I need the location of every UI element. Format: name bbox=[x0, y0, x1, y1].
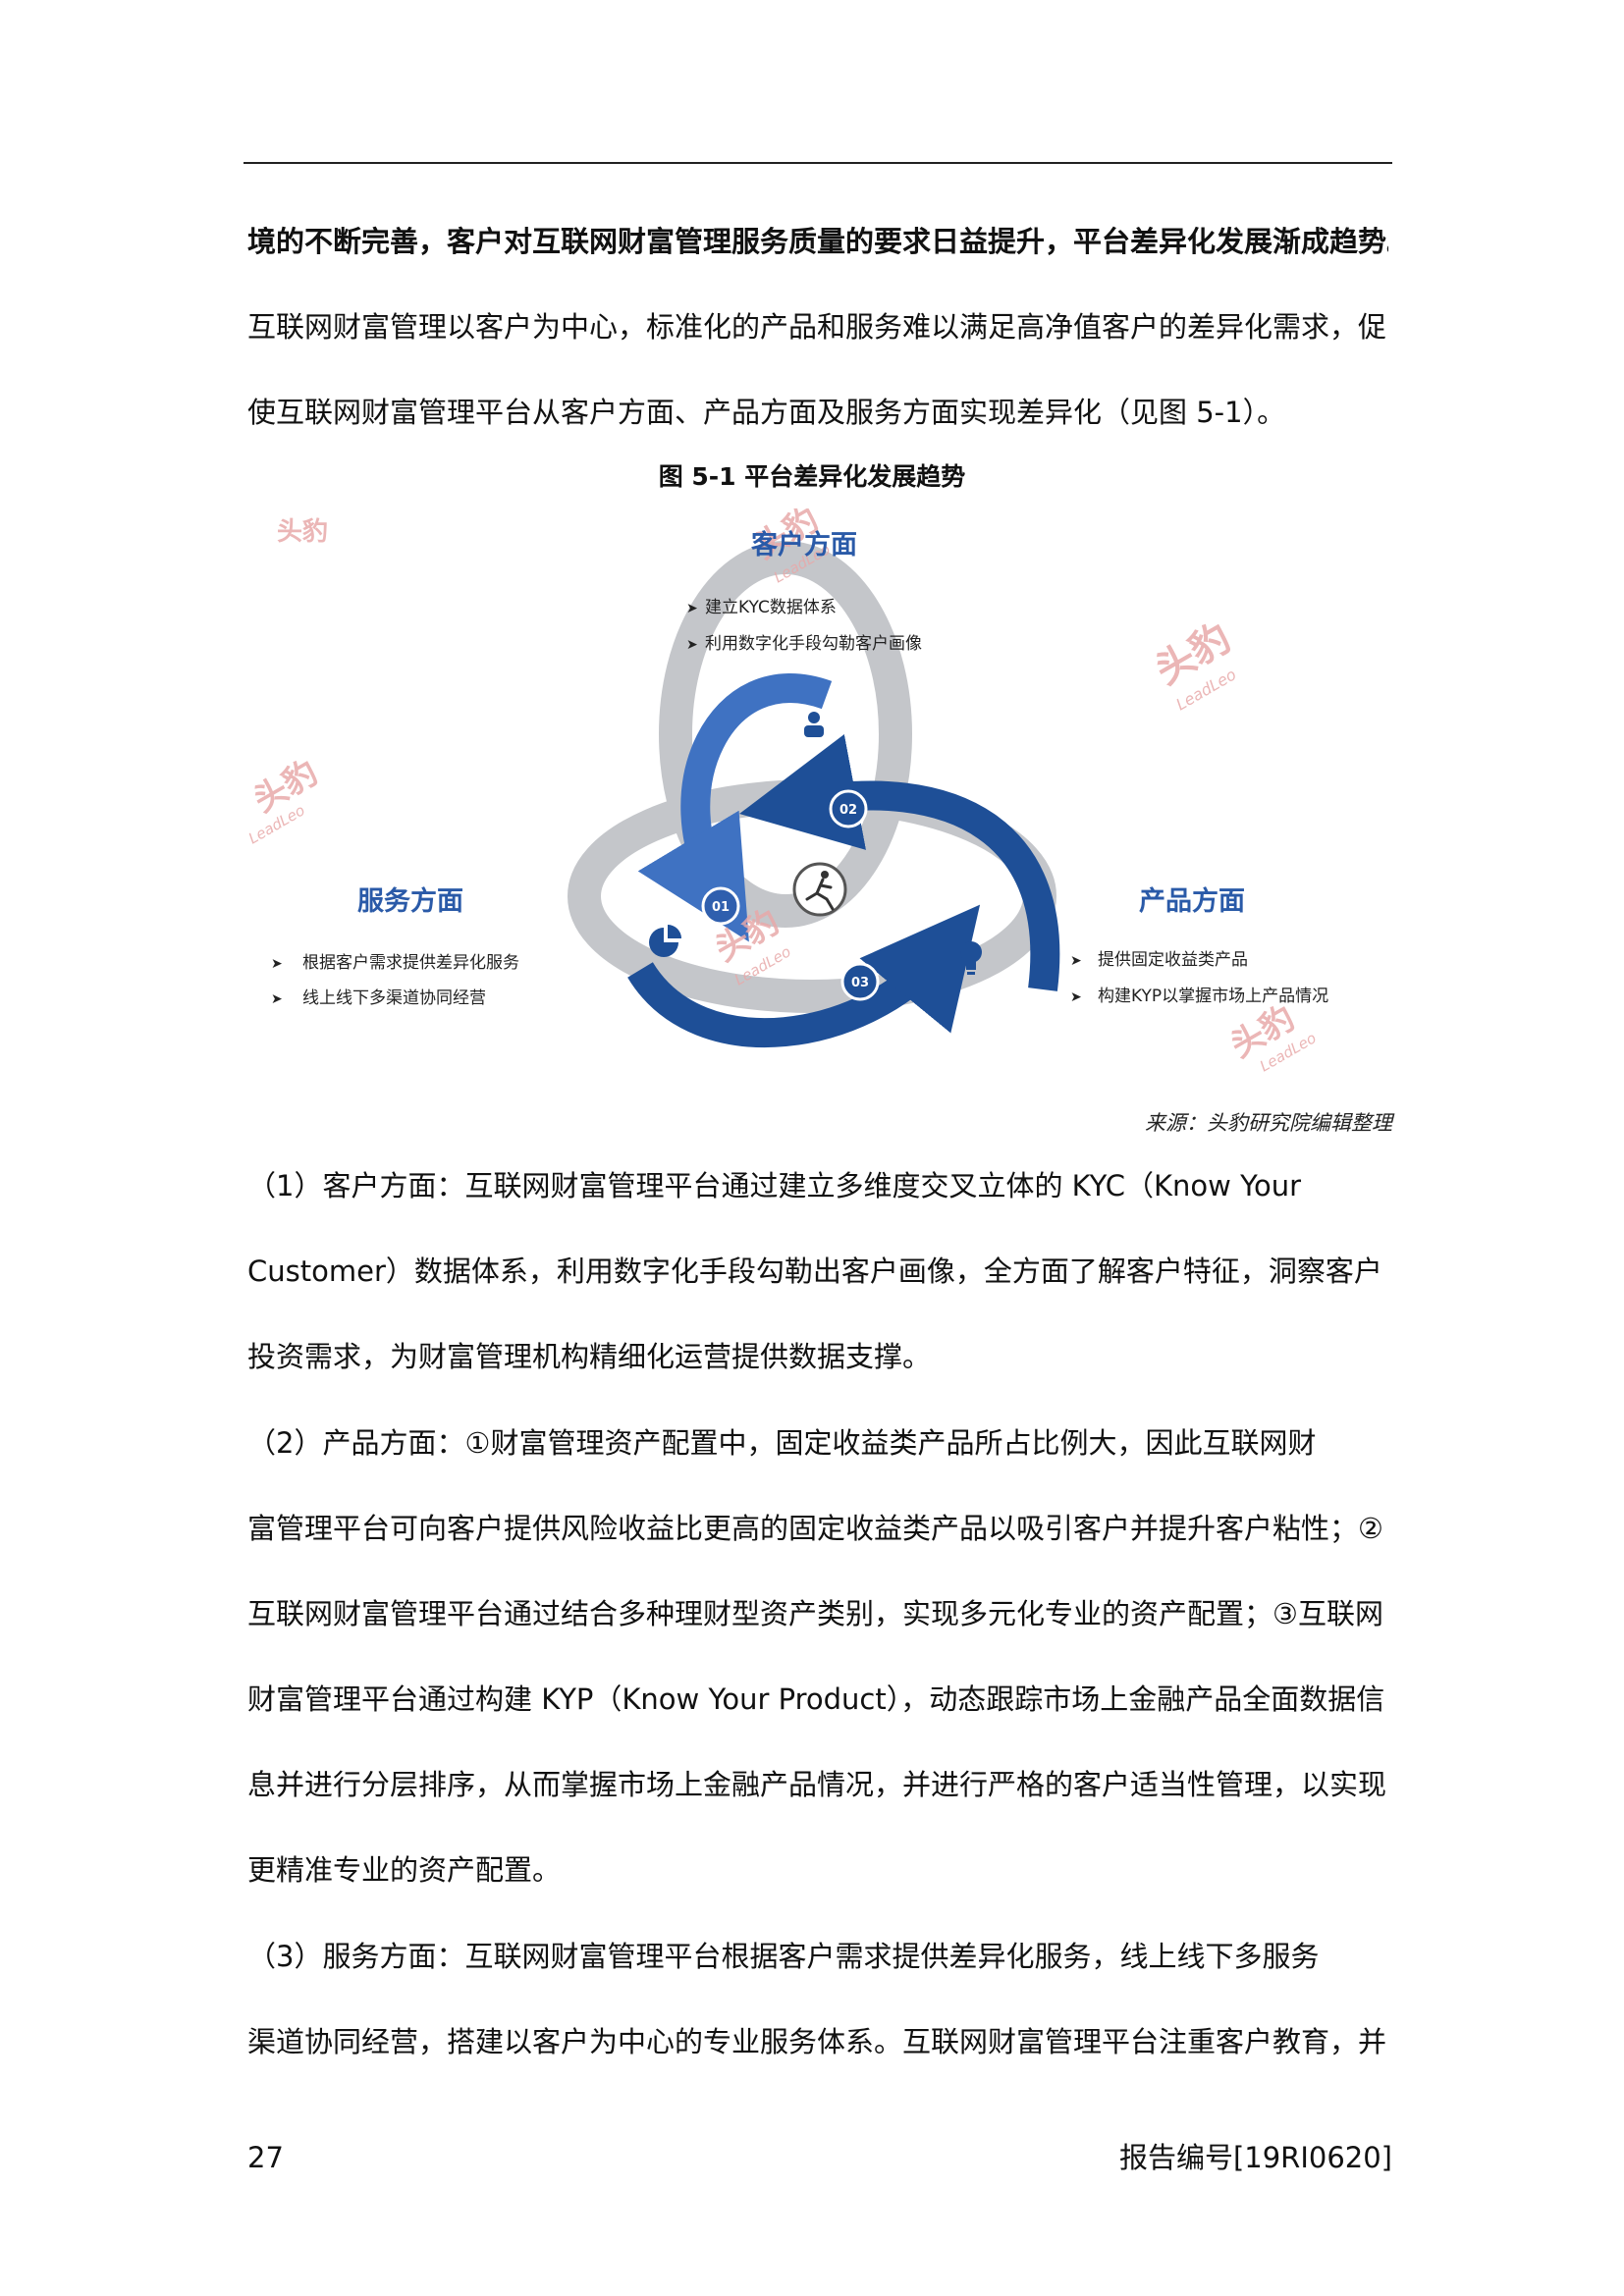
product-bullet-arrow-2: ➤ bbox=[1070, 989, 1082, 1005]
report-number: 报告编号[19RI0620] bbox=[1118, 2141, 1392, 2174]
figure-source: 来源：头豹研究院编辑整理 bbox=[1145, 1111, 1392, 1135]
section-2-line-1: （2）产品方面：①财富管理资产配置中，固定收益类产品所占比例大，因此互联网财 bbox=[247, 1426, 1317, 1460]
service-heading: 服务方面 bbox=[357, 885, 463, 917]
lightbulb-icon bbox=[960, 941, 982, 975]
section-2-line-3: 互联网财富管理平台通过结合多种理财型资产类别，实现多元化专业的资产配置；③互联网 bbox=[247, 1597, 1383, 1630]
section-1-line-1: （1）客户方面：互联网财富管理平台通过建立多维度交叉立体的 KYC（Know Y… bbox=[247, 1169, 1302, 1202]
figure: 01 02 03 bbox=[247, 508, 1392, 1076]
svg-text:03: 03 bbox=[851, 976, 869, 990]
product-heading: 产品方面 bbox=[1139, 885, 1245, 917]
section-3-line-2: 渠道协同经营，搭建以客户为中心的专业服务体系。互联网财富管理平台注重客户教育，并 bbox=[247, 2025, 1387, 2058]
body-line-2: 互联网财富管理以客户为中心，标准化的产品和服务难以满足高净值客户的差异化需求，促 bbox=[247, 310, 1387, 344]
step-badge-02: 02 bbox=[829, 789, 868, 828]
svg-text:头豹: 头豹 bbox=[277, 516, 328, 547]
product-bullet-arrow-1: ➤ bbox=[1070, 953, 1082, 969]
section-2-line-5: 息并进行分层排序，从而掌握市场上金融产品情况，并进行严格的客户适当性管理，以实现 bbox=[247, 1768, 1387, 1801]
product-bullet-1: 提供固定收益类产品 bbox=[1098, 950, 1248, 970]
running-person-icon bbox=[792, 862, 847, 917]
service-bullet-arrow-1: ➤ bbox=[271, 956, 283, 972]
pie-chart-icon bbox=[649, 925, 681, 957]
customer-bullet-1: 建立KYC数据体系 bbox=[705, 598, 837, 617]
section-2-line-6: 更精准专业的资产配置。 bbox=[247, 1853, 562, 1887]
arrow-01 bbox=[637, 673, 833, 942]
ring-top bbox=[659, 541, 912, 928]
customer-heading: 客户方面 bbox=[751, 529, 857, 561]
customer-bullet-2: 利用数字化手段勾勒客户画像 bbox=[705, 634, 922, 654]
body-line-3: 使互联网财富管理平台从客户方面、产品方面及服务方面实现差异化（见图 5-1）。 bbox=[247, 396, 1286, 429]
customer-bullet-arrow-2: ➤ bbox=[686, 637, 698, 653]
user-icon bbox=[804, 712, 824, 737]
section-3-line-1: （3）服务方面：互联网财富管理平台根据客户需求提供差异化服务，线上线下多服务 bbox=[247, 1940, 1320, 1973]
body-line-1: 境的不断完善，客户对互联网财富管理服务质量的要求日益提升，平台差异化发展渐成趋势… bbox=[247, 225, 1388, 258]
section-2-line-4: 财富管理平台通过构建 KYP（Know Your Product），动态跟踪市场… bbox=[247, 1682, 1385, 1716]
arrow-03 bbox=[627, 904, 981, 1048]
product-bullet-2: 构建KYP以掌握市场上产品情况 bbox=[1098, 987, 1328, 1006]
section-1-line-2: Customer）数据体系，利用数字化手段勾勒出客户画像，全方面了解客户特征，洞… bbox=[247, 1255, 1382, 1288]
service-bullet-1: 根据客户需求提供差异化服务 bbox=[302, 953, 519, 973]
service-bullet-arrow-2: ➤ bbox=[271, 991, 283, 1007]
section-2-line-2: 富管理平台可向客户提供风险收益比更高的固定收益类产品以吸引客户并提升客户粘性；② bbox=[247, 1512, 1383, 1545]
header-rule bbox=[244, 162, 1392, 164]
step-badge-01: 01 bbox=[701, 886, 740, 926]
step-badge-03: 03 bbox=[840, 962, 880, 1001]
svg-text:02: 02 bbox=[839, 803, 857, 818]
page-number: 27 bbox=[247, 2141, 284, 2174]
svg-text:01: 01 bbox=[712, 900, 730, 915]
figure-title: 图 5-1 平台差异化发展趋势 bbox=[658, 462, 966, 491]
service-bullet-2: 线上线下多渠道协同经营 bbox=[302, 988, 486, 1008]
section-1-line-3: 投资需求，为财富管理机构精细化运营提供数据支撑。 bbox=[247, 1340, 932, 1373]
customer-bullet-arrow-1: ➤ bbox=[686, 601, 698, 616]
